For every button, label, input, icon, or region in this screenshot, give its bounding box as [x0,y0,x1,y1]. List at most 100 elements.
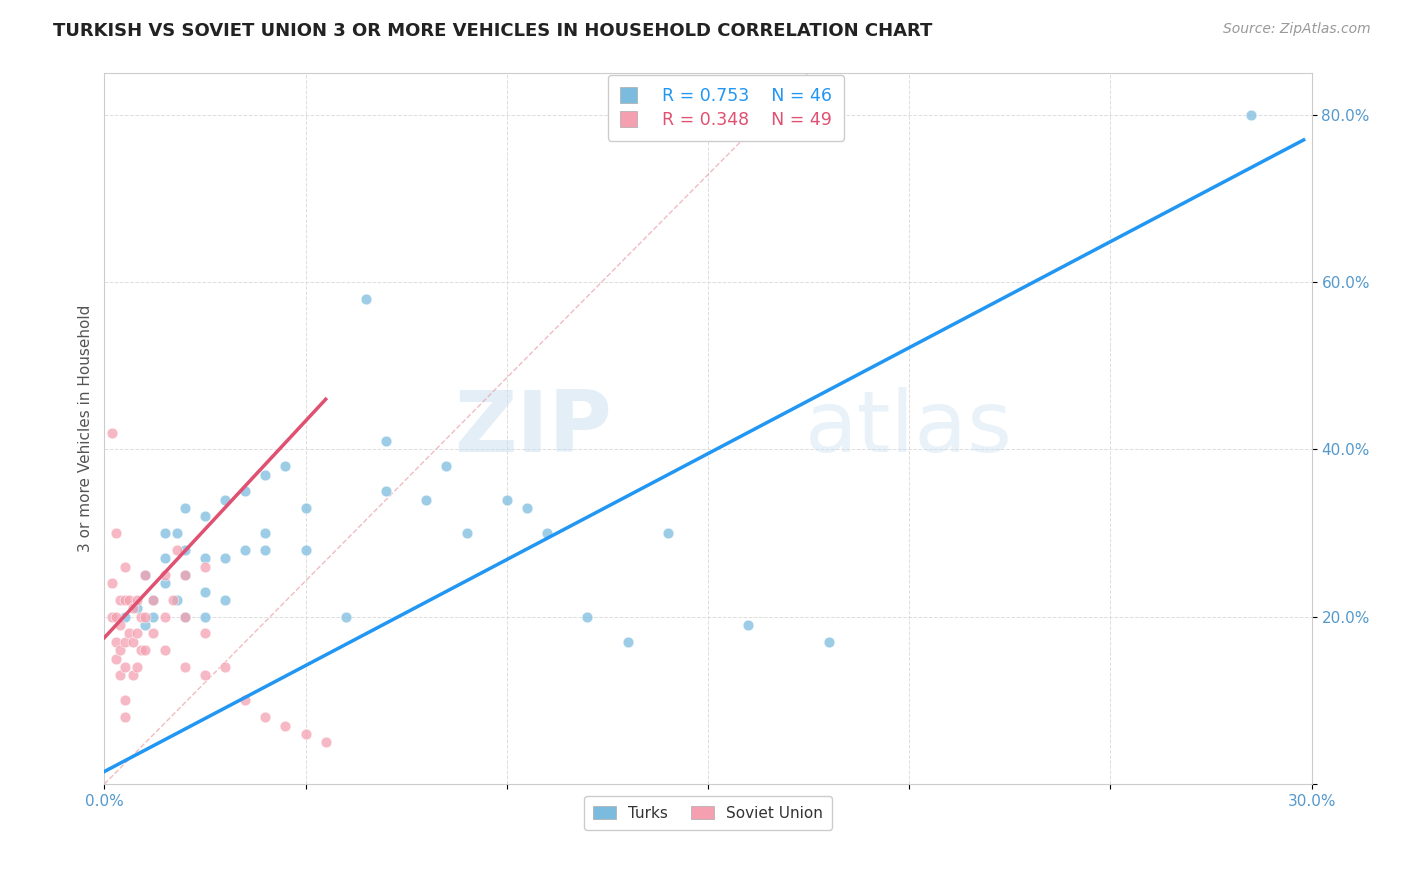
Point [114,710,136,724]
Point [153,568,176,582]
Point [153,576,176,591]
Point [254,467,277,482]
Point [194,584,217,599]
Point [737,618,759,632]
Point [142,609,165,624]
Point [114,660,136,674]
Point [114,593,136,607]
Point [616,635,638,649]
Point [354,292,377,306]
Point [415,492,437,507]
Point [101,425,124,440]
Point [105,609,128,624]
Point [173,660,195,674]
Point [105,635,128,649]
Point [375,434,398,448]
Point [456,526,478,541]
Point [576,609,599,624]
Point [153,551,176,566]
Legend: Turks, Soviet Union: Turks, Soviet Union [583,797,832,830]
Point [105,526,128,541]
Point [134,609,156,624]
Point [114,635,136,649]
Point [153,609,176,624]
Y-axis label: 3 or more Vehicles in Household: 3 or more Vehicles in Household [79,305,93,552]
Point [134,643,156,657]
Point [173,609,195,624]
Point [194,668,217,682]
Point [436,459,458,474]
Point [125,593,148,607]
Point [214,551,236,566]
Point [274,718,297,732]
Point [194,626,217,640]
Point [166,593,188,607]
Point [134,618,156,632]
Point [294,542,316,557]
Point [117,593,139,607]
Point [142,593,165,607]
Text: TURKISH VS SOVIET UNION 3 OR MORE VEHICLES IN HOUSEHOLD CORRELATION CHART: TURKISH VS SOVIET UNION 3 OR MORE VEHICL… [53,22,932,40]
Text: ZIP: ZIP [454,387,612,470]
Point [101,576,124,591]
Point [194,551,217,566]
Point [117,626,139,640]
Point [194,609,217,624]
Point [173,568,195,582]
Point [254,542,277,557]
Point [335,609,357,624]
Point [125,626,148,640]
Point [110,618,132,632]
Text: Source: ZipAtlas.com: Source: ZipAtlas.com [1223,22,1371,37]
Point [114,693,136,707]
Point [142,593,165,607]
Point [101,609,124,624]
Point [315,735,337,749]
Point [657,526,679,541]
Point [817,635,839,649]
Point [153,643,176,657]
Point [194,559,217,574]
Point [121,601,143,615]
Point [162,593,184,607]
Point [121,635,143,649]
Point [274,459,297,474]
Point [214,492,236,507]
Point [134,568,156,582]
Point [214,593,236,607]
Point [125,601,148,615]
Point [254,526,277,541]
Point [142,626,165,640]
Point [166,542,188,557]
Point [114,559,136,574]
Point [105,651,128,665]
Point [134,568,156,582]
Point [233,693,256,707]
Point [1240,108,1263,122]
Point [173,568,195,582]
Point [536,526,558,541]
Point [214,660,236,674]
Point [129,643,152,657]
Point [121,668,143,682]
Point [294,727,316,741]
Point [516,501,538,516]
Text: atlas: atlas [804,387,1012,470]
Point [375,484,398,499]
Point [233,542,256,557]
Point [173,542,195,557]
Point [166,526,188,541]
Point [153,526,176,541]
Point [173,609,195,624]
Point [129,609,152,624]
Point [254,710,277,724]
Point [233,484,256,499]
Point [495,492,517,507]
Point [294,501,316,516]
Point [110,593,132,607]
Point [125,660,148,674]
Point [194,509,217,524]
Point [110,643,132,657]
Point [173,501,195,516]
Point [114,609,136,624]
